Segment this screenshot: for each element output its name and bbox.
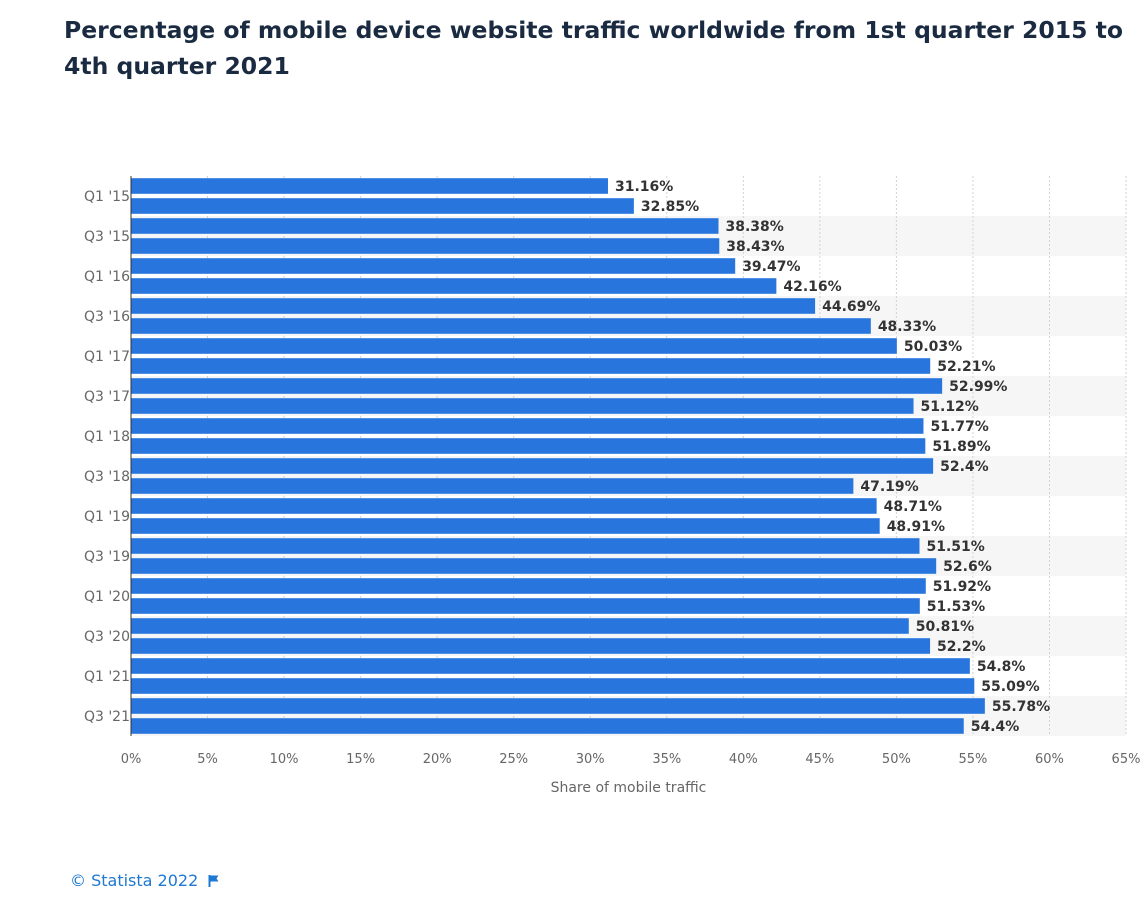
bar — [131, 538, 920, 554]
data-label: 31.16% — [615, 179, 673, 195]
data-label: 52.2% — [937, 639, 986, 655]
category-label: Q3 '17 — [84, 389, 130, 405]
flag-icon[interactable] — [208, 874, 220, 888]
data-label: 51.77% — [930, 419, 988, 435]
data-label: 44.69% — [822, 299, 880, 315]
bar — [131, 698, 985, 714]
category-label: Q1 '19 — [84, 509, 130, 525]
bar — [131, 218, 719, 234]
category-label: Q3 '16 — [84, 309, 130, 325]
bar — [131, 638, 931, 654]
data-label: 42.16% — [783, 279, 841, 295]
x-tick-label: 30% — [576, 752, 605, 767]
data-label: 52.6% — [943, 559, 992, 575]
bar — [131, 278, 777, 294]
data-label: 51.12% — [921, 399, 979, 415]
x-tick-label: 15% — [346, 752, 375, 767]
category-label: Q1 '15 — [84, 189, 130, 205]
x-axis-title: Share of mobile traffic — [551, 780, 707, 796]
category-labels: Q1 '15 Q3 '15 Q1 '16 Q3 '16 Q1 '17 Q3 '17 Q1 '… — [84, 189, 130, 725]
data-label: 55.09% — [981, 679, 1039, 695]
bar — [131, 478, 854, 494]
category-label: Q1 '21 — [84, 669, 130, 685]
data-label: 48.71% — [884, 499, 942, 515]
category-label: Q3 '19 — [84, 549, 130, 565]
bar — [131, 398, 914, 414]
x-tick-label: 20% — [423, 752, 452, 767]
data-label: 32.85% — [641, 199, 699, 215]
data-label: 54.4% — [971, 719, 1020, 735]
data-label: 38.38% — [726, 219, 784, 235]
bar — [131, 598, 920, 614]
category-label: Q3 '21 — [84, 709, 130, 725]
x-tick-label: 10% — [270, 752, 299, 767]
data-label: 50.81% — [916, 619, 974, 635]
data-label: 48.33% — [878, 319, 936, 335]
category-label: Q1 '16 — [84, 269, 130, 285]
bar — [131, 498, 877, 514]
x-tick-label: 25% — [499, 752, 528, 767]
data-label: 39.47% — [742, 259, 800, 275]
bar — [131, 318, 871, 334]
data-label: 51.92% — [933, 579, 991, 595]
bar — [131, 658, 970, 674]
bar — [131, 178, 608, 194]
bar — [131, 198, 634, 214]
x-tick-label: 45% — [805, 752, 834, 767]
bar — [131, 578, 926, 594]
footer[interactable]: © Statista 2022 — [70, 871, 220, 890]
x-tick-labels: 0% 5% 10% 15% 20% 25% 30% 35% 40% 45% 50% 55% 60% 65% — [121, 752, 1141, 767]
bar — [131, 678, 975, 694]
data-label: 51.89% — [932, 439, 990, 455]
x-tick-label: 35% — [652, 752, 681, 767]
bar — [131, 378, 943, 394]
x-tick-label: 65% — [1112, 752, 1141, 767]
data-label: 50.03% — [904, 339, 962, 355]
bar — [131, 458, 934, 474]
category-label: Q3 '18 — [84, 469, 130, 485]
data-label: 52.21% — [937, 359, 995, 375]
bar — [131, 258, 736, 274]
bars — [131, 178, 985, 734]
bar — [131, 438, 926, 454]
data-label: 51.51% — [926, 539, 984, 555]
data-label: 51.53% — [927, 599, 985, 615]
data-label: 47.19% — [860, 479, 918, 495]
category-label: Q1 '18 — [84, 429, 130, 445]
category-label: Q1 '20 — [84, 589, 130, 605]
data-labels: 31.16% 32.85% 38.38% 38.43% 39.47% 42.16% 44.6… — [615, 179, 1050, 735]
copyright-link[interactable]: © Statista 2022 — [70, 871, 199, 890]
x-tick-label: 50% — [882, 752, 911, 767]
data-label: 55.78% — [992, 699, 1050, 715]
x-tick-label: 0% — [121, 752, 142, 767]
data-label: 38.43% — [726, 239, 784, 255]
x-tick-label: 60% — [1035, 752, 1064, 767]
category-label: Q1 '17 — [84, 349, 130, 365]
bar — [131, 358, 931, 374]
bar — [131, 298, 816, 314]
row-bands — [131, 216, 1126, 736]
bar — [131, 618, 909, 634]
bar — [131, 518, 880, 534]
category-label: Q3 '15 — [84, 229, 130, 245]
x-tick-label: 5% — [197, 752, 218, 767]
x-tick-label: 55% — [958, 752, 987, 767]
data-label: 52.99% — [949, 379, 1007, 395]
data-label: 52.4% — [940, 459, 989, 475]
bar — [131, 418, 924, 434]
chart-title: Percentage of mobile device website traf… — [64, 16, 1123, 80]
bar — [131, 338, 897, 354]
data-label: 54.8% — [977, 659, 1026, 675]
data-label: 48.91% — [887, 519, 945, 535]
bar — [131, 718, 964, 734]
bar — [131, 238, 720, 254]
category-label: Q3 '20 — [84, 629, 130, 645]
x-tick-label: 40% — [729, 752, 758, 767]
bar — [131, 558, 937, 574]
